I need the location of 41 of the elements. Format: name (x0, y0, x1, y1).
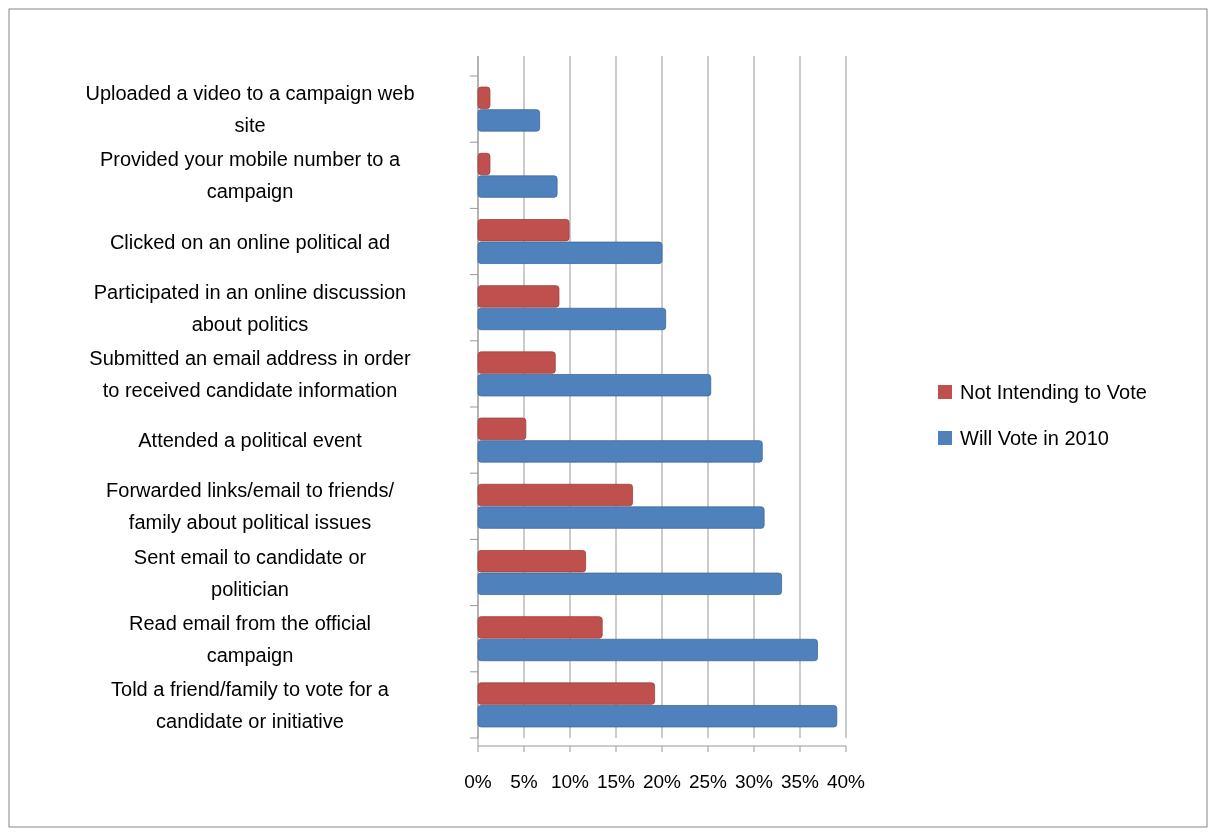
bar (477, 506, 765, 529)
bar (477, 440, 763, 463)
x-tick-label: 20% (642, 771, 682, 792)
x-tick-label: 10% (550, 771, 590, 792)
bar (477, 219, 570, 242)
bar (477, 572, 782, 595)
x-tick-label: 0% (464, 771, 492, 792)
y-tick-label: Participated in an online discussion about politics (93, 280, 407, 335)
bar (477, 152, 491, 176)
x-tick-label: 15% (596, 771, 636, 792)
bar (477, 175, 558, 198)
x-tick-label: 5% (510, 771, 538, 792)
y-tick-label: Read email from the official campaign (129, 611, 371, 666)
x-tick-label: 40% (826, 771, 866, 792)
y-tick-label: Told a friend/family to vote for a candidate or initiative (111, 677, 390, 732)
bar (477, 109, 541, 132)
bar (477, 351, 556, 374)
y-tick-label: Clicked on an online political ad (109, 230, 391, 253)
bar (477, 638, 818, 662)
bar (477, 705, 838, 728)
legend-label: Not Intending to Vote (960, 381, 1147, 403)
bar (477, 285, 560, 308)
y-tick-label: Uploaded a video to a campaign web site (85, 82, 415, 137)
bar (477, 307, 667, 331)
x-tick-label: 35% (780, 771, 820, 792)
x-tick-label: 25% (688, 771, 728, 792)
bar (477, 374, 712, 397)
x-tick-label: 30% (734, 771, 774, 792)
bar (477, 417, 527, 440)
bar (477, 682, 656, 705)
y-tick-label: Forwarded links/email to friends/ family about political issues (106, 479, 395, 534)
y-tick-label: Submitted an email address in order to received candidate information (89, 346, 411, 401)
bar (477, 550, 587, 573)
legend-label: Will Vote in 2010 (960, 427, 1109, 449)
y-tick-label: Attended a political event (138, 429, 363, 452)
bar (477, 483, 633, 507)
y-tick-label: Sent email to candidate or politician (133, 545, 367, 600)
bar (477, 241, 663, 264)
bar (477, 86, 491, 109)
y-tick-label: Provided your mobile number to a campaign (99, 148, 401, 203)
bar (477, 616, 603, 639)
